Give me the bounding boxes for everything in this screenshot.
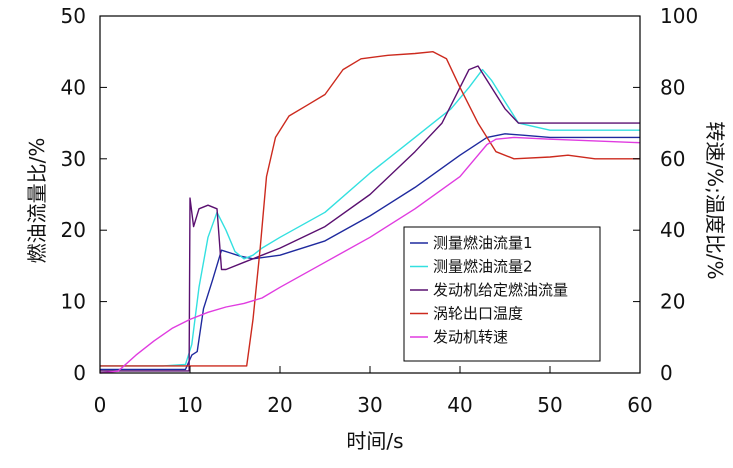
y-right-tick-label: 100 [660, 4, 698, 28]
y-left-tick-label: 50 [61, 4, 86, 28]
y-right-tick-label: 60 [660, 147, 685, 171]
y-left-tick-label: 20 [61, 218, 86, 242]
y-right-tick-label: 80 [660, 75, 685, 99]
legend-entry-label: 测量燃油流量2 [433, 258, 533, 276]
legend-entry-label: 涡轮出口温度 [433, 305, 523, 323]
y-left-tick-label: 30 [61, 147, 86, 171]
legend-entry-label: 发动机给定燃油流量 [433, 281, 568, 299]
y-right-tick-label: 20 [660, 290, 685, 314]
series-line-3 [100, 65, 640, 372]
x-tick-label: 30 [357, 393, 382, 417]
series-line-4 [100, 51, 640, 367]
y-left-tick-label: 40 [61, 75, 86, 99]
x-axis-title: 时间/s [346, 429, 403, 453]
x-tick-label: 20 [267, 393, 292, 417]
legend-entry-label: 发动机转速 [433, 328, 508, 346]
x-tick-label: 50 [537, 393, 562, 417]
x-tick-label: 10 [177, 393, 202, 417]
y-left-tick-label: 0 [73, 361, 86, 385]
y-right-tick-label: 40 [660, 218, 685, 242]
y-right-axis-title: 转速/%;温度比/% [703, 121, 727, 279]
series-line-2 [100, 68, 640, 367]
legend-box [403, 226, 601, 362]
x-tick-label: 60 [627, 393, 652, 417]
legend-entry-label: 测量燃油流量1 [433, 234, 533, 252]
x-tick-label: 40 [447, 393, 472, 417]
y-left-tick-label: 10 [61, 290, 86, 314]
x-tick-label: 0 [94, 393, 107, 417]
series-line-1 [100, 133, 640, 371]
y-right-tick-label: 0 [660, 361, 673, 385]
series-line-5 [99, 136, 641, 374]
y-left-axis-title: 燃油流量比/% [25, 138, 49, 264]
